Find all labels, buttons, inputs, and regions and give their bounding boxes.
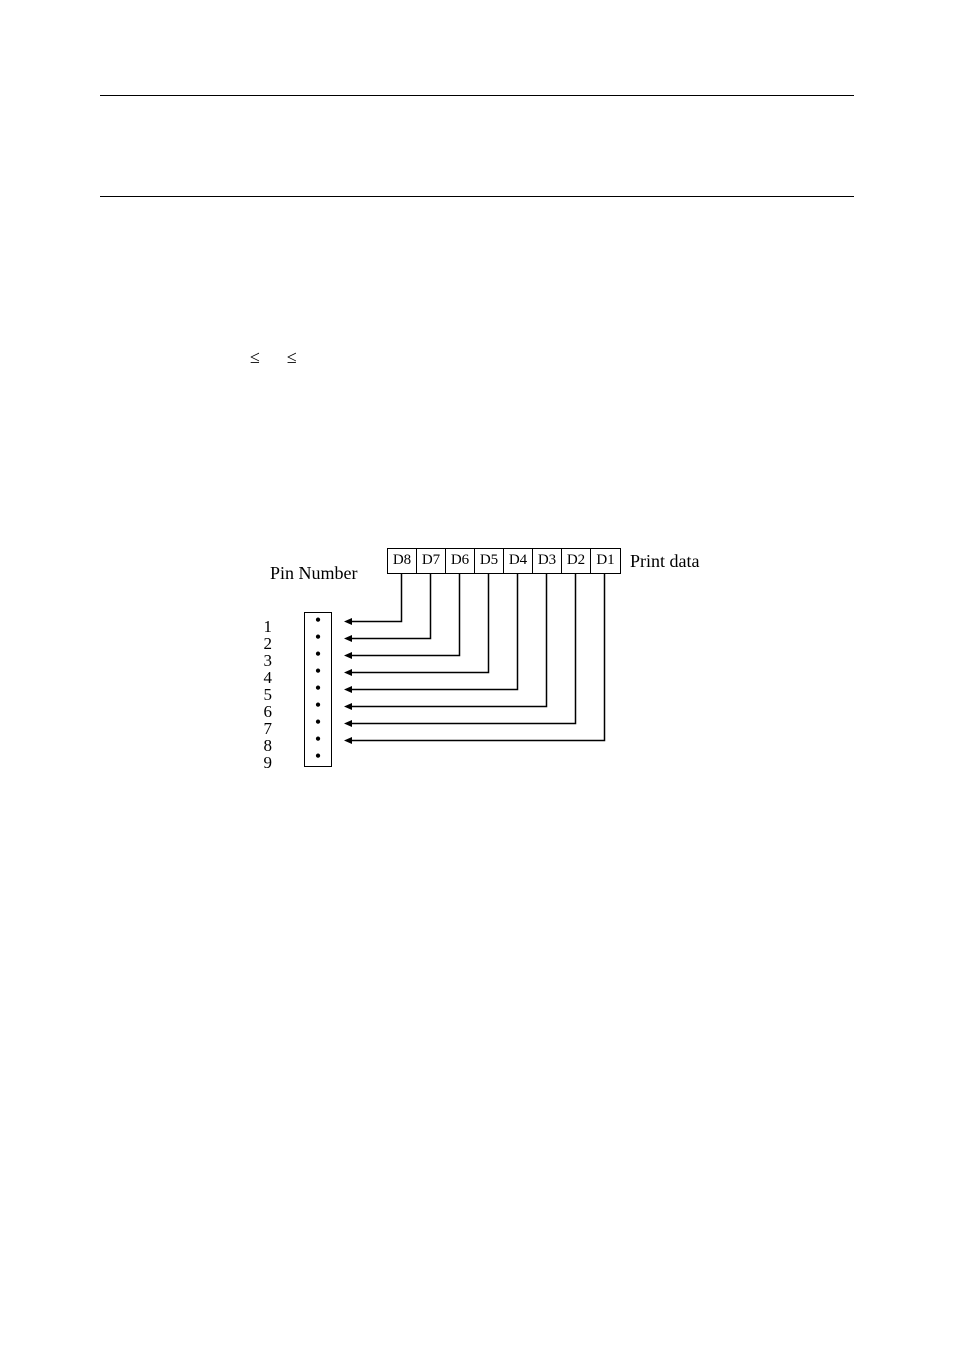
leq-symbol-right: ≤ xyxy=(287,347,297,367)
top-horizontal-rule xyxy=(100,95,854,96)
range-expression: ≤ ≤ xyxy=(250,347,854,368)
page-container: ≤ ≤ Pin Number Print data D8 D7 D6 D5 D4… xyxy=(0,0,954,828)
second-horizontal-rule xyxy=(100,196,854,197)
pin-data-diagram: Pin Number Print data D8 D7 D6 D5 D4 D3 … xyxy=(260,548,860,828)
connection-lines xyxy=(260,548,860,828)
leq-symbol-left: ≤ xyxy=(250,347,260,367)
